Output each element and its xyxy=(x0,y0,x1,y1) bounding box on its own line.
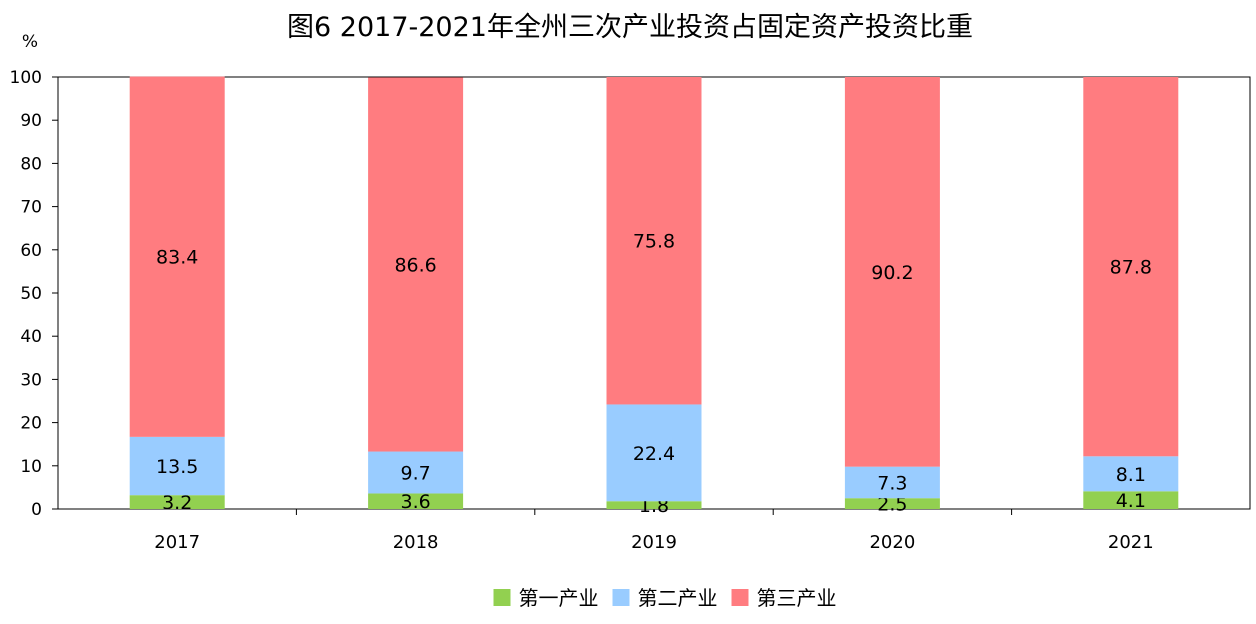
data-label: 75.8 xyxy=(633,231,675,253)
bar-segment xyxy=(606,404,702,502)
legend-label: 第一产业 xyxy=(519,586,599,610)
bar-segment xyxy=(1083,491,1179,509)
bar-segment xyxy=(844,466,940,499)
bar-segment xyxy=(129,495,225,509)
legend: 第一产业 第二产业 第三产业 xyxy=(493,586,837,610)
bar-segment xyxy=(844,77,940,467)
data-label: 13.5 xyxy=(156,456,198,478)
bar-segment xyxy=(129,76,225,437)
bar-segment xyxy=(606,501,702,509)
y-tick-label: 10 xyxy=(20,457,42,477)
y-tick-label: 60 xyxy=(20,241,42,261)
legend-label: 第二产业 xyxy=(638,586,718,610)
bar-segment xyxy=(368,493,464,509)
y-tick-label: 80 xyxy=(20,154,42,174)
data-label: 83.4 xyxy=(156,247,198,269)
bar-segment xyxy=(1083,456,1179,492)
y-tick-label: 40 xyxy=(20,327,42,347)
data-label: 2.5 xyxy=(877,494,907,516)
bar-segment xyxy=(129,436,225,496)
data-label: 87.8 xyxy=(1110,257,1152,279)
y-tick-label: 100 xyxy=(10,68,42,88)
bars: 3.213.583.43.69.786.61.822.475.82.57.390… xyxy=(129,76,1179,517)
data-label: 3.6 xyxy=(400,491,430,513)
data-label: 22.4 xyxy=(633,443,675,465)
y-axis-unit-label: % xyxy=(22,32,38,52)
bar-segment xyxy=(368,451,464,494)
bar-segment xyxy=(368,77,464,452)
x-tick-label: 2020 xyxy=(869,532,915,553)
x-tick-label: 2019 xyxy=(631,532,677,553)
y-tick-label: 70 xyxy=(20,198,42,218)
y-tick-label: 20 xyxy=(20,414,42,434)
y-tick-label: 30 xyxy=(20,370,42,390)
x-tick-label: 2017 xyxy=(154,532,200,553)
legend-swatch xyxy=(612,589,630,606)
x-tick-label: 2021 xyxy=(1108,532,1154,553)
data-label: 86.6 xyxy=(394,254,436,276)
data-label: 7.3 xyxy=(877,472,907,494)
bar-segment xyxy=(1083,77,1179,457)
legend-swatch xyxy=(493,589,511,606)
data-label: 4.1 xyxy=(1116,490,1146,512)
y-tick-label: 0 xyxy=(31,500,42,520)
bar-segment xyxy=(844,498,940,509)
data-label: 90.2 xyxy=(871,262,913,284)
x-axis: 2017 2018 2019 2020 2021 xyxy=(154,509,1154,553)
data-label: 8.1 xyxy=(1116,464,1146,486)
x-tick-label: 2018 xyxy=(393,532,439,553)
legend-label: 第三产业 xyxy=(757,586,837,610)
data-label: 9.7 xyxy=(400,462,430,484)
legend-swatch xyxy=(731,589,749,606)
y-tick-label: 90 xyxy=(20,111,42,131)
data-label: 3.2 xyxy=(162,492,192,514)
y-tick-label: 50 xyxy=(20,284,42,304)
chart-title: 图6 2017-2021年全州三次产业投资占固定资产投资比重 xyxy=(287,12,973,43)
bar-segment xyxy=(606,77,702,405)
